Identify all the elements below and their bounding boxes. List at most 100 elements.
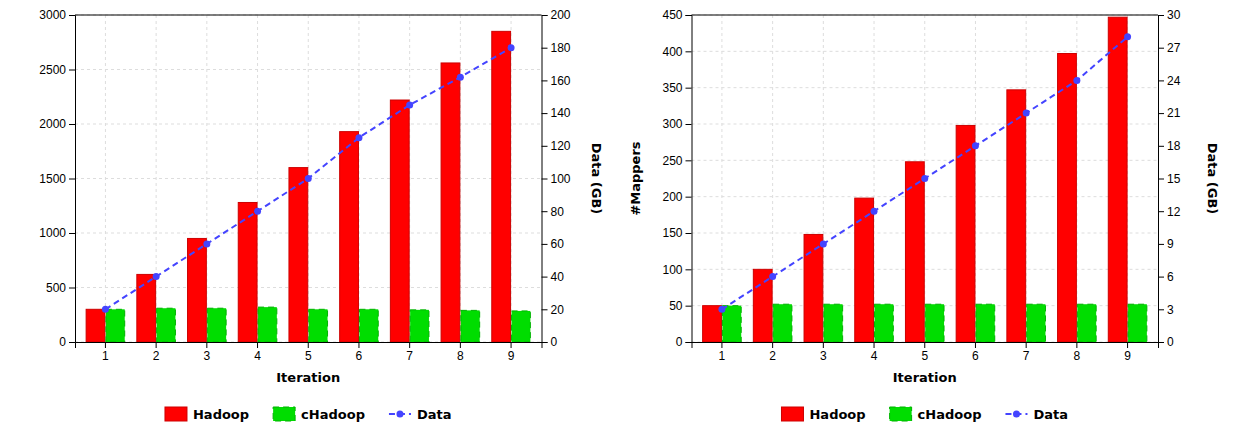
tick: 200 — [662, 190, 691, 204]
tick: 9 — [508, 342, 515, 363]
tick-mark — [686, 88, 692, 89]
y2-axis-title: Data (GB) — [1205, 143, 1220, 215]
tick-mark — [206, 342, 207, 348]
tick-mark — [542, 113, 548, 114]
tick: 140 — [542, 106, 571, 120]
tick-mark — [1158, 80, 1164, 81]
marker — [820, 240, 827, 247]
axis-line — [686, 16, 693, 343]
tick-label: 3 — [1167, 303, 1174, 317]
tick-mark — [460, 342, 461, 348]
legend-swatch — [396, 411, 403, 418]
y-axis: 050010001500200025003000 — [39, 8, 75, 349]
marker — [102, 306, 109, 313]
legend-label: Hadoop — [193, 407, 249, 422]
tick: 1 — [102, 342, 109, 363]
tick-mark — [511, 342, 512, 348]
bar — [1108, 17, 1127, 342]
tick-mark — [686, 15, 692, 16]
marker — [718, 306, 725, 313]
legend-item: Data — [389, 407, 452, 422]
tick: 180 — [542, 41, 571, 55]
tick: 400 — [662, 45, 691, 59]
tick-mark — [1026, 342, 1027, 348]
legend-item: Hadoop — [165, 407, 249, 422]
tick: 3 — [1158, 303, 1174, 317]
legend-label: Hadoop — [809, 407, 865, 422]
tick-mark — [156, 342, 157, 348]
tick-mark — [686, 51, 692, 52]
tick: 27 — [1158, 41, 1181, 55]
tick-label: 9 — [1124, 349, 1131, 363]
bar — [359, 309, 378, 342]
tick-label: 150 — [662, 226, 682, 240]
tick-mark — [542, 211, 548, 212]
marker — [305, 175, 312, 182]
tick-mark — [542, 15, 548, 16]
tick: 450 — [662, 8, 691, 22]
bar — [824, 304, 843, 342]
tick-label: 15 — [1167, 172, 1181, 186]
tick-mark — [874, 342, 875, 348]
tick-mark — [1158, 48, 1164, 49]
tick: 40 — [542, 270, 565, 284]
tick-label: 2 — [153, 349, 160, 363]
tick-mark — [686, 269, 692, 270]
bar-series — [722, 304, 1146, 342]
tick-mark — [105, 342, 106, 348]
tick: 60 — [542, 237, 565, 251]
axis-line — [1159, 16, 1165, 343]
tick: 9 — [1124, 342, 1131, 363]
tick-mark — [686, 197, 692, 198]
tick: 3000 — [39, 8, 75, 22]
marker — [457, 74, 464, 81]
tick: 120 — [542, 139, 571, 153]
bar — [410, 310, 429, 342]
tick-mark — [1076, 342, 1077, 348]
line-series — [718, 33, 1131, 313]
tick-label: 7 — [406, 349, 413, 363]
bar — [1058, 54, 1077, 342]
legend-swatch — [781, 407, 803, 421]
bar — [875, 304, 894, 342]
tick: 0 — [676, 335, 692, 349]
tick-mark — [69, 124, 75, 125]
x-axis-title: Iteration — [893, 370, 957, 385]
line — [722, 37, 1128, 310]
tick-label: 9 — [1167, 237, 1174, 251]
tick: 350 — [662, 81, 691, 95]
marker — [355, 134, 362, 141]
tick-mark — [721, 342, 722, 348]
legend-swatch — [890, 407, 912, 421]
tick-label: 8 — [457, 349, 464, 363]
tick-mark — [686, 342, 692, 343]
tick: 3 — [203, 342, 210, 363]
grid-line — [75, 15, 542, 16]
tick-mark — [1158, 211, 1164, 212]
bar — [753, 269, 772, 342]
tick-label: 0 — [676, 335, 683, 349]
tick: 6 — [1158, 270, 1174, 284]
bar — [258, 307, 277, 342]
panel: 1234567890501001502002503003504004500369… — [628, 8, 1221, 421]
bar-series — [86, 31, 510, 342]
tick-label: 2000 — [39, 117, 66, 131]
tick: 80 — [542, 205, 565, 219]
tick-label: 350 — [662, 81, 682, 95]
tick: 1 — [719, 342, 726, 363]
y2-axis-title: Data (GB) — [589, 143, 604, 215]
tick-mark — [686, 306, 692, 307]
bar — [289, 168, 308, 342]
tick-mark — [542, 244, 548, 245]
tick: 160 — [542, 74, 571, 88]
legend-item: Hadoop — [781, 407, 865, 422]
tick-mark — [1127, 342, 1128, 348]
tick-mark — [686, 124, 692, 125]
tick: 300 — [662, 117, 691, 131]
tick: 150 — [662, 226, 691, 240]
tick-label: 8 — [1074, 349, 1081, 363]
tick-label: 1500 — [39, 172, 66, 186]
tick-label: 400 — [662, 45, 682, 59]
tick-label: 6 — [1167, 270, 1174, 284]
tick-label: 0 — [59, 335, 66, 349]
